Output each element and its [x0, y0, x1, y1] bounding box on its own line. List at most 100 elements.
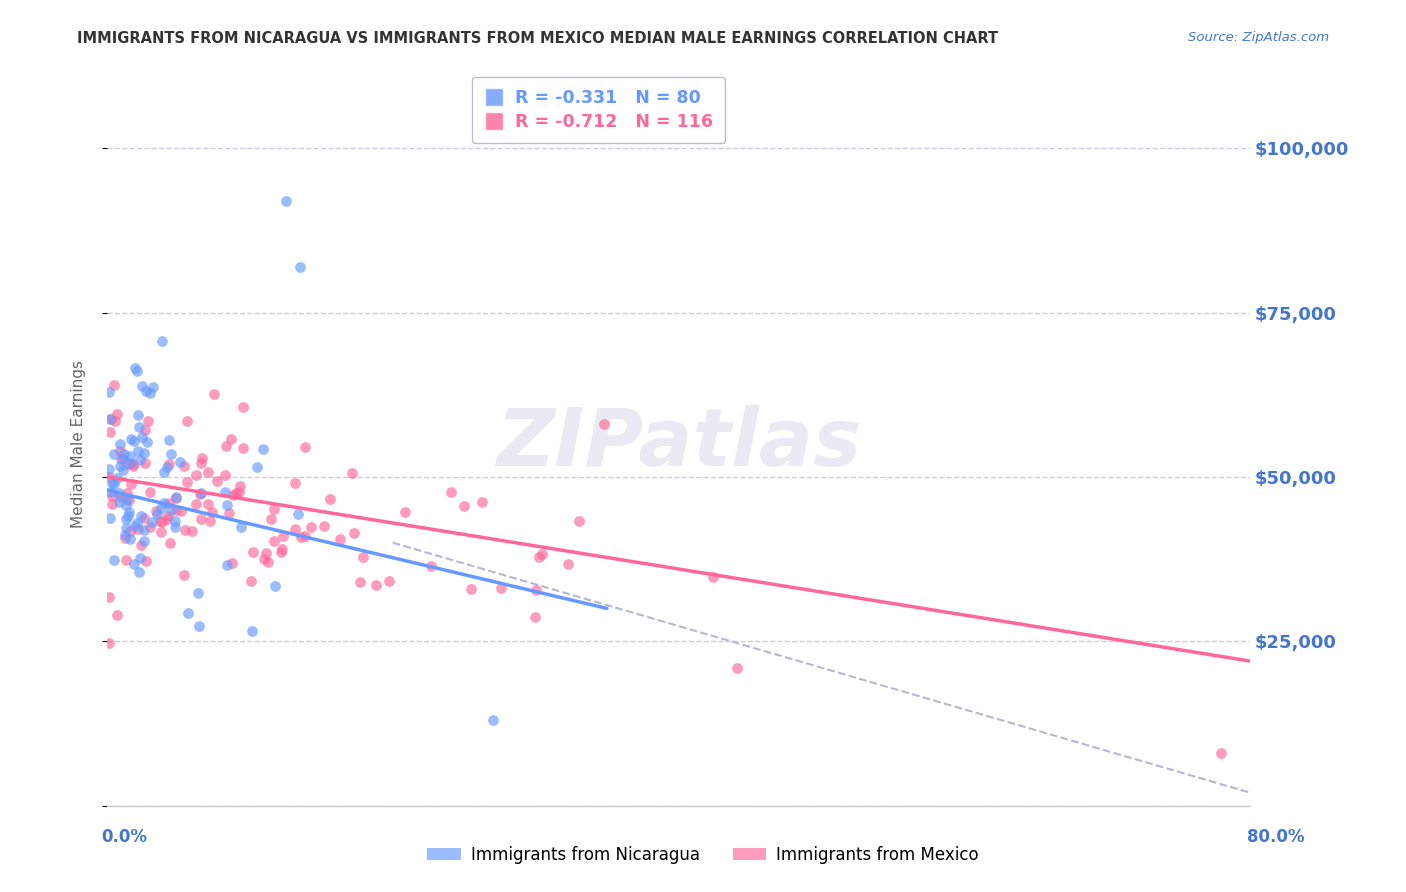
Point [103, 553, 125, 567]
Point [287, 507, 309, 521]
Point [190, 457, 212, 471]
Text: Source: ZipAtlas.com: Source: ZipAtlas.com [1188, 31, 1329, 45]
Point [419, 559, 441, 574]
Point [378, 574, 401, 588]
Point [222, 488, 245, 502]
Point [263, 533, 285, 548]
Point [593, 417, 616, 432]
Point [288, 260, 311, 274]
Point [150, 515, 173, 529]
Point [263, 501, 285, 516]
Point [270, 545, 292, 559]
Point [149, 514, 172, 528]
Point [105, 407, 128, 421]
Point [156, 509, 179, 524]
Point [173, 568, 195, 582]
Point [524, 582, 547, 597]
Point [159, 447, 181, 461]
Point [197, 496, 219, 510]
Point [568, 514, 591, 528]
Point [108, 443, 131, 458]
Point [97, 461, 120, 475]
Point [129, 551, 152, 566]
Point [165, 490, 187, 504]
Point [529, 549, 551, 564]
Point [134, 523, 156, 537]
Text: 80.0%: 80.0% [1247, 828, 1305, 846]
Point [134, 456, 156, 470]
Point [319, 491, 342, 506]
Point [471, 495, 494, 509]
Point [176, 414, 198, 428]
Point [120, 477, 142, 491]
Point [141, 515, 163, 529]
Point [110, 491, 132, 505]
Point [221, 433, 243, 447]
Point [149, 524, 172, 539]
Point [260, 512, 283, 526]
Point [284, 475, 307, 490]
Point [240, 574, 263, 588]
Point [214, 467, 236, 482]
Point [349, 575, 371, 590]
Point [127, 516, 149, 530]
Point [173, 458, 195, 473]
Point [101, 476, 124, 491]
Point [122, 458, 145, 472]
Point [157, 457, 180, 471]
Point [135, 554, 157, 568]
Point [115, 486, 138, 500]
Point [153, 465, 176, 479]
Point [530, 547, 553, 561]
Point [124, 519, 146, 533]
Point [134, 511, 156, 525]
Point [186, 468, 208, 483]
Point [215, 499, 238, 513]
Point [523, 610, 546, 624]
Point [725, 661, 748, 675]
Point [197, 465, 219, 479]
Point [127, 444, 149, 458]
Point [114, 528, 136, 542]
Point [131, 379, 153, 393]
Point [240, 624, 263, 638]
Point [145, 504, 167, 518]
Point [117, 457, 139, 471]
Text: IMMIGRANTS FROM NICARAGUA VS IMMIGRANTS FROM MEXICO MEDIAN MALE EARNINGS CORRELA: IMMIGRANTS FROM NICARAGUA VS IMMIGRANTS … [77, 31, 998, 46]
Point [481, 713, 503, 727]
Point [232, 401, 254, 415]
Point [97, 384, 120, 399]
Point [156, 512, 179, 526]
Point [117, 508, 139, 523]
Point [352, 549, 374, 564]
Point [105, 471, 128, 485]
Point [127, 522, 149, 536]
Point [231, 441, 253, 455]
Point [215, 439, 238, 453]
Text: 0.0%: 0.0% [101, 828, 148, 846]
Legend: R = -0.331   N = 80, R = -0.712   N = 116: R = -0.331 N = 80, R = -0.712 N = 116 [471, 77, 725, 143]
Point [101, 489, 124, 503]
Point [460, 582, 482, 596]
Point [135, 384, 157, 399]
Point [156, 459, 179, 474]
Point [136, 414, 159, 428]
Point [312, 519, 335, 533]
Point [256, 555, 278, 569]
Point [343, 526, 366, 541]
Point [453, 499, 475, 513]
Point [127, 408, 149, 422]
Point [165, 491, 187, 505]
Point [299, 520, 322, 534]
Point [107, 495, 129, 509]
Point [170, 504, 193, 518]
Point [217, 558, 239, 573]
Point [120, 524, 142, 539]
Point [218, 506, 240, 520]
Point [190, 512, 212, 526]
Point [165, 503, 187, 517]
Point [273, 529, 295, 543]
Point [128, 420, 150, 434]
Point [98, 511, 121, 525]
Point [263, 579, 285, 593]
